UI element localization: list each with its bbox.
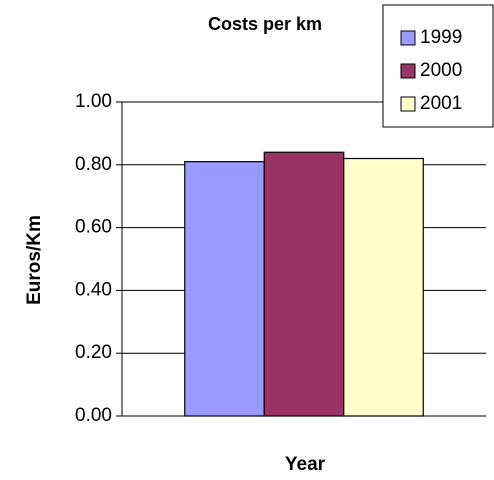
bar [263,151,345,417]
legend-swatch [400,63,416,79]
y-tick-label: 0.00 [75,405,112,426]
bar [184,161,265,417]
y-tick-label: 0.60 [75,217,112,238]
bar [343,157,424,417]
legend-swatch [400,30,416,46]
y-tick-label: 0.40 [75,279,112,300]
y-tick-label: 0.80 [75,154,112,175]
legend-label: 1999 [420,27,462,48]
y-tick-label: 0.20 [75,342,112,363]
legend-label: 2000 [420,60,462,81]
x-axis-label: Year [285,454,326,475]
chart-title: Costs per km [208,14,322,34]
legend-swatch [400,96,416,112]
legend-label: 2001 [420,93,462,114]
y-tick-label: 1.00 [75,91,112,112]
y-axis-label: Euros/Km [24,215,45,305]
